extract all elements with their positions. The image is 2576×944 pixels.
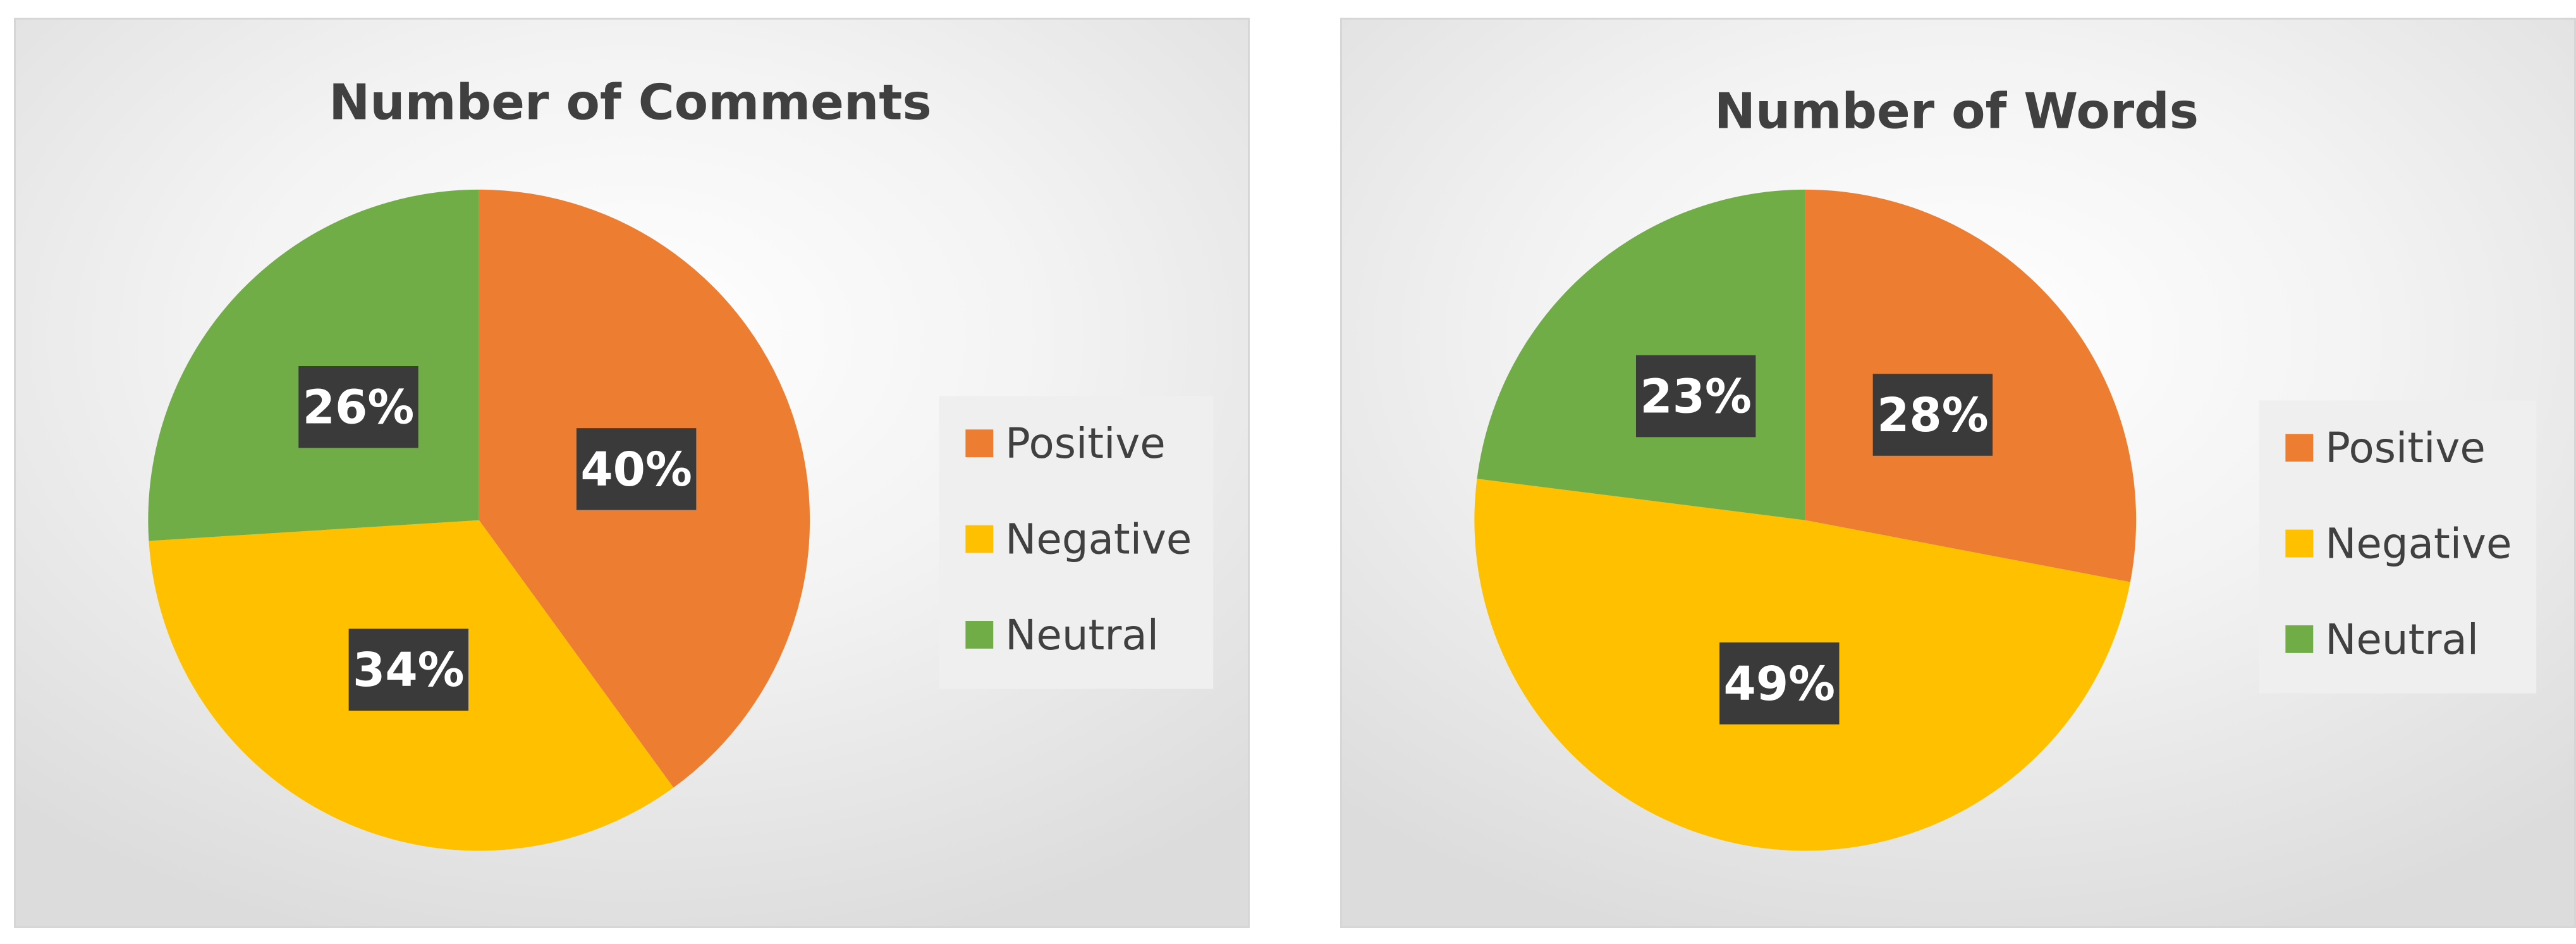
data-label-positive: 40% bbox=[580, 443, 692, 497]
chart-title: Number of Words bbox=[1714, 83, 2199, 140]
data-label-neutral: 23% bbox=[1640, 371, 1752, 424]
legend: Positive Negative Neutral bbox=[939, 396, 1214, 689]
data-label-box bbox=[1872, 374, 1993, 456]
data-label-box bbox=[1635, 355, 1756, 438]
legend-swatch-neutral bbox=[965, 621, 994, 649]
legend-label-negative: Negative bbox=[1005, 515, 1192, 564]
legend-swatch-positive bbox=[2285, 434, 2314, 462]
data-label-negative: 49% bbox=[1724, 658, 1836, 711]
chart-panel-words: Number of Words 28% 49% 23% Positive Negati… bbox=[1340, 18, 2576, 928]
legend-label-neutral: Neutral bbox=[2325, 615, 2479, 664]
pie-chart-comments: Number of Comments 40% 34% 26% Positive Neg… bbox=[148, 74, 1214, 851]
pie-slice-neutral bbox=[148, 189, 479, 541]
legend-label-negative: Negative bbox=[2325, 519, 2512, 568]
legend-swatch-neutral bbox=[2285, 625, 2314, 653]
data-label-positive: 28% bbox=[1877, 389, 1989, 443]
pie-slice-neutral bbox=[1477, 189, 1805, 520]
data-label-box bbox=[1719, 642, 1840, 725]
legend-label-neutral: Neutral bbox=[1005, 611, 1159, 659]
chart-panel-comments: Number of Comments 40% 34% 26% Positive Neg… bbox=[14, 18, 1250, 928]
legend-swatch-positive bbox=[965, 429, 994, 458]
data-label-box bbox=[348, 628, 469, 711]
legend: Positive Negative Neutral bbox=[2259, 400, 2537, 694]
legend-swatch-negative bbox=[965, 525, 994, 553]
data-label-neutral: 26% bbox=[303, 381, 415, 435]
data-label-box bbox=[298, 366, 418, 448]
pie-chart-words: Number of Words 28% 49% 23% Positive Negati… bbox=[1474, 83, 2537, 851]
chart-title: Number of Comments bbox=[329, 74, 932, 131]
data-label-negative: 34% bbox=[353, 644, 465, 697]
data-label-box bbox=[576, 428, 697, 510]
legend-label-positive: Positive bbox=[2325, 424, 2486, 472]
legend-label-positive: Positive bbox=[1005, 419, 1166, 468]
legend-swatch-negative bbox=[2285, 529, 2314, 558]
